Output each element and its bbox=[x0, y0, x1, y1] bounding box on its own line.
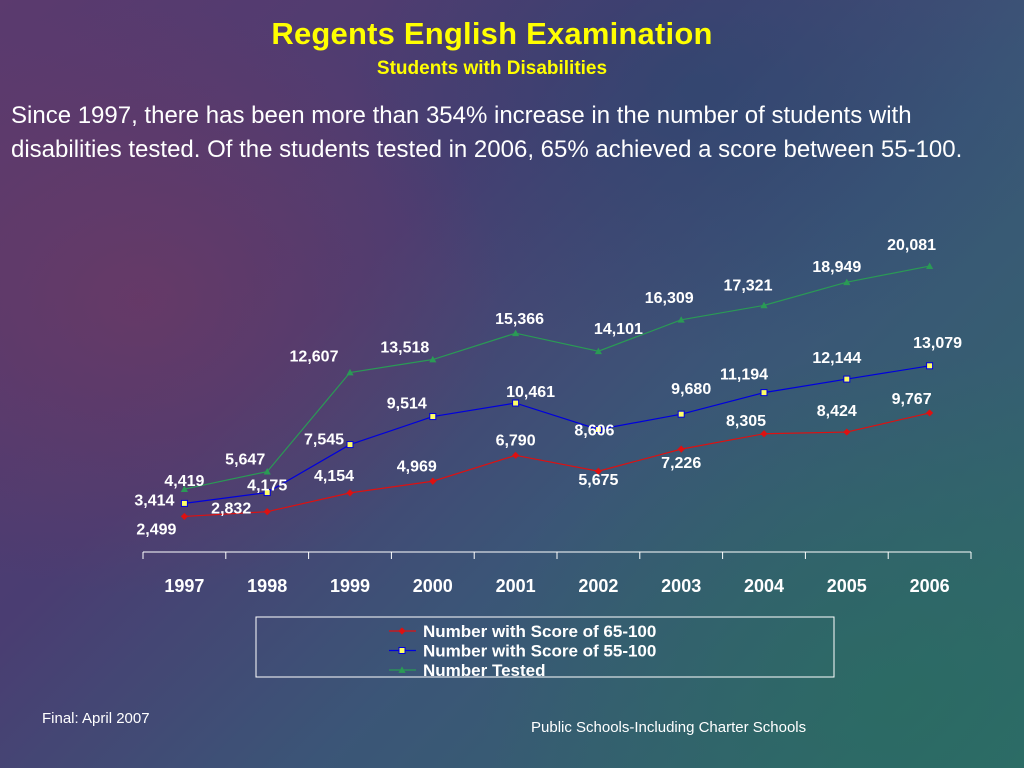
data-point bbox=[594, 467, 602, 475]
data-point bbox=[926, 409, 934, 417]
data-label: 2,832 bbox=[211, 501, 251, 518]
data-point bbox=[512, 451, 520, 459]
data-label: 18,949 bbox=[812, 259, 861, 276]
data-label: 4,175 bbox=[247, 478, 287, 495]
chart-title: Regents English Examination bbox=[271, 16, 713, 51]
footer-source: Public Schools-Including Charter Schools bbox=[531, 719, 807, 736]
legend-marker bbox=[398, 627, 406, 635]
data-point bbox=[180, 485, 188, 492]
data-label: 8,606 bbox=[574, 422, 614, 439]
data-point bbox=[843, 428, 851, 436]
series-line bbox=[184, 265, 930, 490]
x-tick-label: 1997 bbox=[164, 576, 204, 596]
data-label: 10,461 bbox=[506, 384, 555, 401]
data-label: 16,309 bbox=[645, 290, 694, 307]
data-label: 5,647 bbox=[225, 452, 265, 469]
footer-date: Final: April 2007 bbox=[42, 710, 150, 727]
x-tick-label: 2006 bbox=[910, 576, 950, 596]
x-tick-label: 2004 bbox=[744, 576, 784, 596]
data-label: 17,321 bbox=[724, 277, 773, 294]
data-label: 8,305 bbox=[726, 413, 766, 430]
series-line bbox=[184, 365, 930, 504]
x-tick-label: 2005 bbox=[827, 576, 867, 596]
series-line bbox=[184, 412, 930, 518]
chart-subtitle: Students with Disabilities bbox=[376, 58, 608, 79]
data-label: 8,424 bbox=[817, 403, 857, 420]
data-point bbox=[843, 375, 851, 383]
data-label: 20,081 bbox=[887, 237, 936, 254]
data-point bbox=[926, 362, 934, 370]
data-label: 4,154 bbox=[314, 468, 354, 485]
data-label: 4,419 bbox=[164, 473, 204, 490]
x-tick-label: 2003 bbox=[661, 576, 701, 596]
data-label: 11,194 bbox=[720, 367, 768, 384]
data-point bbox=[180, 499, 188, 507]
data-point bbox=[594, 425, 602, 433]
data-label: 2,499 bbox=[136, 521, 176, 538]
legend-marker bbox=[398, 666, 406, 673]
legend-label: Number Tested bbox=[423, 661, 546, 680]
data-label: 9,767 bbox=[892, 391, 932, 408]
data-label: 7,226 bbox=[661, 455, 701, 472]
data-label: 7,545 bbox=[304, 432, 344, 449]
data-point bbox=[677, 316, 685, 323]
intro-text: Since 1997, there has been more than 354… bbox=[11, 102, 963, 163]
data-point bbox=[760, 389, 768, 397]
data-point bbox=[594, 347, 602, 355]
data-point bbox=[926, 262, 934, 269]
data-label: 12,144 bbox=[812, 350, 861, 367]
x-tick-label: 2002 bbox=[578, 576, 618, 596]
data-label: 13,079 bbox=[913, 335, 962, 352]
data-point bbox=[677, 410, 685, 418]
data-point bbox=[512, 329, 520, 337]
data-label: 14,101 bbox=[594, 321, 643, 338]
x-tick-label: 1998 bbox=[247, 576, 287, 596]
data-point bbox=[677, 445, 685, 453]
legend-label: Number with Score of 55-100 bbox=[423, 642, 656, 661]
data-label: 15,366 bbox=[495, 311, 544, 328]
data-label: 9,514 bbox=[387, 396, 427, 413]
data-point bbox=[760, 430, 768, 438]
x-tick-label: 1999 bbox=[330, 576, 370, 596]
x-tick-label: 2000 bbox=[413, 576, 453, 596]
data-point bbox=[263, 489, 271, 497]
data-point bbox=[346, 441, 354, 449]
data-point bbox=[843, 278, 851, 286]
data-label: 13,518 bbox=[380, 340, 429, 357]
data-point bbox=[760, 301, 768, 309]
data-point bbox=[429, 413, 437, 421]
legend-marker bbox=[398, 647, 406, 654]
data-point bbox=[512, 399, 520, 407]
data-point bbox=[263, 467, 271, 475]
data-point bbox=[429, 355, 437, 363]
data-label: 12,607 bbox=[290, 349, 339, 366]
data-label: 3,414 bbox=[134, 492, 174, 509]
data-point bbox=[429, 477, 437, 485]
data-label: 4,969 bbox=[397, 458, 437, 475]
x-tick-label: 2001 bbox=[496, 576, 536, 596]
data-point bbox=[263, 508, 271, 516]
data-point bbox=[346, 368, 354, 376]
data-label: 5,675 bbox=[578, 472, 618, 489]
data-point bbox=[180, 512, 188, 521]
legend-box bbox=[255, 616, 835, 678]
data-label: 9,680 bbox=[671, 381, 711, 398]
data-label: 6,790 bbox=[496, 432, 536, 449]
legend-label: Number with Score of 65-100 bbox=[423, 622, 656, 641]
data-point bbox=[346, 489, 354, 497]
